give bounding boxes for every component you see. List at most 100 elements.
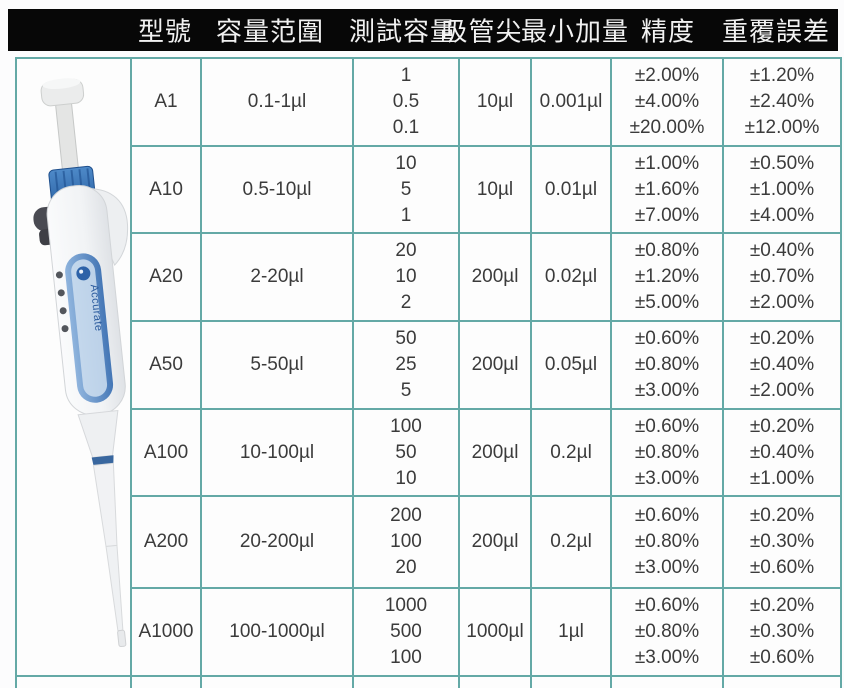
- range-value: 10-100µl: [239, 441, 315, 463]
- header-test-volume: 測試容量: [348, 16, 458, 47]
- header-model: 型號: [137, 16, 193, 47]
- model-value: A20: [149, 266, 183, 287]
- increment-cell: 0.01µl: [532, 147, 612, 234]
- accuracy-cell: ±0.60% ±0.80% ±3.00%: [612, 589, 724, 677]
- accuracy-line: ±0.80%: [634, 240, 700, 261]
- increment-cell: 0.05µl: [532, 322, 612, 410]
- accuracy-line: ±1.60%: [634, 178, 700, 200]
- repeat-error-cell: ±1.20% ±2.40% ±12.00%: [724, 59, 842, 147]
- range-value: 100-1000µl: [229, 621, 325, 642]
- test-volume-cell: 1 0.5 0.1: [354, 59, 460, 147]
- repeat-error-line: ±0.20%: [749, 595, 815, 616]
- partial-row-cell: [612, 677, 724, 688]
- test-volume-line: 50: [395, 328, 417, 349]
- range-cell: 20-200µl: [202, 497, 354, 589]
- header-repeat-error: 重覆誤差: [721, 16, 831, 47]
- repeat-error-line: ±0.30%: [749, 531, 815, 552]
- partial-row-cell: [354, 677, 460, 688]
- test-volume-line: 500: [390, 621, 422, 642]
- tip-value: 200µl: [471, 354, 519, 375]
- model-cell: A1000: [132, 589, 202, 677]
- partial-row-cell: [532, 677, 612, 688]
- range-cell: 2-20µl: [202, 234, 354, 322]
- accuracy-line: ±0.60%: [634, 595, 700, 616]
- range-value: 2-20µl: [250, 266, 304, 287]
- model-cell: A10: [132, 147, 202, 234]
- test-volume-line: 2: [400, 292, 412, 313]
- accuracy-line: ±4.00%: [634, 91, 700, 112]
- increment-cell: 0.001µl: [532, 59, 612, 147]
- accuracy-line: ±1.20%: [634, 266, 700, 287]
- accuracy-line: ±3.00%: [634, 647, 700, 668]
- header-tip: 吸管尖: [441, 16, 523, 47]
- tip-cell: 200µl: [460, 497, 532, 589]
- test-volume-line: 10: [395, 152, 417, 174]
- repeat-error-line: ±0.70%: [749, 266, 815, 287]
- repeat-error-line: ±0.50%: [749, 152, 815, 174]
- range-cell: 0.5-10µl: [202, 147, 354, 234]
- repeat-error-cell: ±0.40% ±0.70% ±2.00%: [724, 234, 842, 322]
- repeat-error-line: ±0.40%: [749, 441, 815, 463]
- test-volume-cell: 100 50 10: [354, 410, 460, 497]
- test-volume-line: 1000: [384, 595, 428, 616]
- repeat-error-cell: ±0.50% ±1.00% ±4.00%: [724, 147, 842, 234]
- model-cell: A1: [132, 59, 202, 147]
- accuracy-line: ±0.80%: [634, 441, 700, 463]
- repeat-error-line: ±1.20%: [749, 65, 815, 86]
- tip-value: 200µl: [471, 531, 519, 552]
- spec-table: Accurate A1 0.1-1µl 1 0.5: [15, 57, 842, 688]
- test-volume-line: 10: [395, 266, 417, 287]
- tip-cell: 200µl: [460, 322, 532, 410]
- test-volume-cell: 10 5 1: [354, 147, 460, 234]
- repeat-error-line: ±0.20%: [749, 505, 815, 526]
- tip-value: 200µl: [471, 441, 519, 463]
- test-volume-cell: 20 10 2: [354, 234, 460, 322]
- tip-cell: 200µl: [460, 234, 532, 322]
- range-cell: 10-100µl: [202, 410, 354, 497]
- accuracy-cell: ±0.60% ±0.80% ±3.00%: [612, 410, 724, 497]
- increment-cell: 0.2µl: [532, 497, 612, 589]
- tip-cell: 10µl: [460, 59, 532, 147]
- accuracy-cell: ±0.60% ±0.80% ±3.00%: [612, 497, 724, 589]
- test-volume-line: 100: [390, 531, 422, 552]
- repeat-error-line: ±1.00%: [749, 178, 815, 200]
- test-volume-line: 1: [400, 204, 412, 226]
- repeat-error-cell: ±0.20% ±0.30% ±0.60%: [724, 497, 842, 589]
- tip-cell: 200µl: [460, 410, 532, 497]
- partial-row-cell: [202, 677, 354, 688]
- test-volume-line: 0.5: [392, 91, 420, 112]
- accuracy-line: ±3.00%: [634, 380, 700, 401]
- increment-cell: 1µl: [532, 589, 612, 677]
- increment-value: 0.2µl: [550, 531, 592, 552]
- accuracy-line: ±0.80%: [634, 531, 700, 552]
- test-volume-cell: 50 25 5: [354, 322, 460, 410]
- tip-value: 200µl: [471, 266, 519, 287]
- accuracy-line: ±0.60%: [634, 505, 700, 526]
- test-volume-line: 20: [395, 240, 417, 261]
- accuracy-line: ±3.00%: [634, 467, 700, 489]
- range-value: 0.1-1µl: [247, 91, 307, 112]
- repeat-error-line: ±0.20%: [749, 415, 815, 437]
- tip-value: 10µl: [476, 91, 514, 112]
- pipette-brand-label: Accurate: [88, 284, 105, 332]
- repeat-error-cell: ±0.20% ±0.30% ±0.60%: [724, 589, 842, 677]
- increment-value: 0.02µl: [544, 266, 598, 287]
- repeat-error-line: ±2.00%: [749, 380, 815, 401]
- repeat-error-line: ±2.40%: [749, 91, 815, 112]
- repeat-error-line: ±4.00%: [749, 204, 815, 226]
- accuracy-cell: ±0.60% ±0.80% ±3.00%: [612, 322, 724, 410]
- model-value: A1: [154, 91, 178, 112]
- repeat-error-line: ±12.00%: [744, 117, 820, 138]
- accuracy-cell: ±0.80% ±1.20% ±5.00%: [612, 234, 724, 322]
- accuracy-cell: ±1.00% ±1.60% ±7.00%: [612, 147, 724, 234]
- test-volume-cell: 1000 500 100: [354, 589, 460, 677]
- test-volume-line: 100: [390, 415, 422, 437]
- accuracy-line: ±5.00%: [634, 292, 700, 313]
- accuracy-line: ±7.00%: [634, 204, 700, 226]
- repeat-error-line: ±0.60%: [749, 647, 815, 668]
- model-value: A200: [143, 531, 189, 552]
- header-range: 容量范圍: [215, 16, 325, 47]
- increment-value: 0.2µl: [550, 441, 592, 463]
- accuracy-line: ±0.80%: [634, 354, 700, 375]
- model-cell: A100: [132, 410, 202, 497]
